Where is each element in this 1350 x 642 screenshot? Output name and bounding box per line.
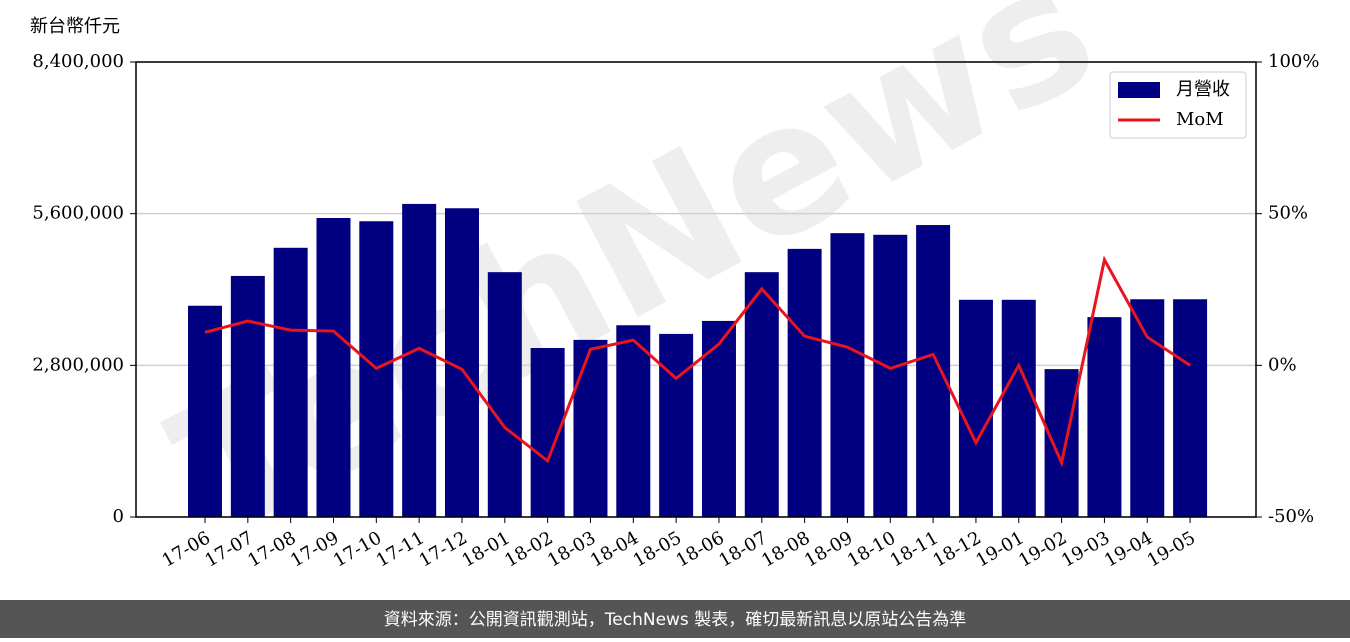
bar [830, 233, 865, 517]
legend-swatch [1118, 82, 1160, 98]
x-tick-label: 18-06 [673, 527, 728, 571]
bar [1087, 317, 1122, 517]
legend-label: 月營收 [1176, 79, 1230, 100]
x-tick-label: 17-12 [416, 527, 471, 571]
bar [230, 275, 265, 517]
x-tick-label: 19-03 [1058, 527, 1113, 571]
bar [916, 225, 951, 517]
bar [958, 299, 993, 517]
y-tick-label: 2,800,000 [32, 354, 124, 375]
x-tick-label: 18-09 [801, 527, 856, 571]
x-tick-label: 18-01 [458, 527, 513, 571]
x-tick-label: 17-10 [330, 527, 385, 571]
x-tick-label: 17-11 [373, 527, 428, 571]
bar [1130, 299, 1165, 517]
y2-tick-label: 0% [1268, 354, 1297, 375]
x-tick-label: 18-07 [715, 527, 770, 571]
x-tick-label: 18-12 [930, 527, 985, 571]
bar [487, 272, 522, 517]
line [204, 255, 1191, 468]
x-tick-label: 18-11 [887, 527, 942, 571]
x-tick-label: 19-05 [1144, 527, 1199, 571]
y2-tick-label: 100% [1268, 51, 1319, 72]
legend-label: MoM [1176, 109, 1224, 130]
bar [744, 272, 779, 517]
x-tick-label: 18-02 [501, 527, 556, 571]
x-tick-label: 19-02 [1015, 527, 1070, 571]
y-tick-label: 8,400,000 [32, 51, 124, 72]
bar [188, 305, 222, 517]
bar [273, 247, 308, 517]
y-tick-label: 5,600,000 [32, 203, 124, 224]
x-tick-label: 18-04 [587, 527, 642, 571]
bar [787, 248, 822, 517]
bar [659, 333, 694, 517]
y2-tick-label: -50% [1268, 506, 1314, 527]
y-tick-label: 0 [113, 506, 124, 527]
x-tick-label: 18-05 [630, 527, 685, 571]
source-note: 資料來源：公開資訊觀測站，TechNews 製表，確切最新訊息以原站公告為準 [384, 610, 966, 630]
x-tick-label: 18-03 [544, 527, 599, 571]
bar [316, 218, 351, 517]
bar [701, 320, 736, 517]
footer-bar [0, 600, 1350, 638]
y2-tick-label: 50% [1268, 203, 1308, 224]
x-tick-label: 19-04 [1101, 527, 1156, 571]
bar [1001, 299, 1036, 517]
bar [873, 234, 908, 517]
bar [616, 325, 651, 517]
x-tick-label: 18-10 [844, 527, 899, 571]
bar [1173, 299, 1208, 517]
x-tick-label: 18-08 [758, 527, 813, 571]
bar [1044, 369, 1079, 517]
plot-frame [135, 61, 1257, 518]
bar [402, 203, 437, 517]
bar [573, 339, 608, 517]
x-tick-label: 19-01 [972, 527, 1027, 571]
x-tick-label: 17-06 [159, 527, 214, 571]
y-axis-label: 新台幣仟元 [30, 16, 120, 37]
